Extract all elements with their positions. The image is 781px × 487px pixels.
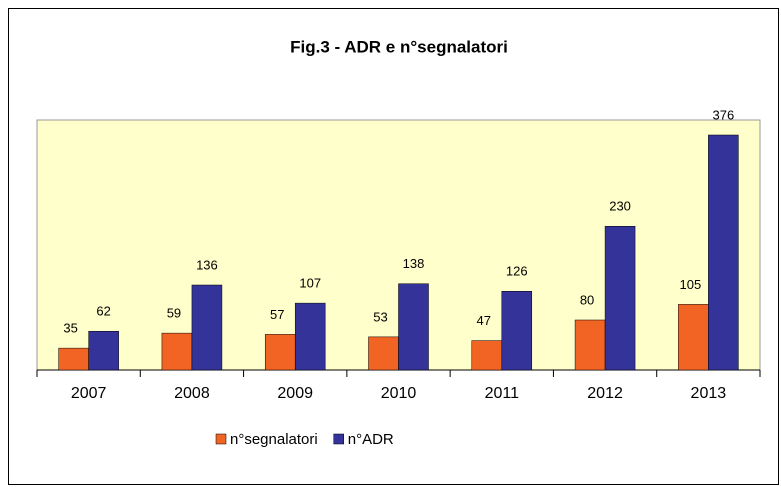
data-label: 53 <box>373 309 387 324</box>
legend-label: n°segnalatori <box>230 431 318 448</box>
data-label: 35 <box>63 321 77 336</box>
bar <box>191 284 223 371</box>
data-label: 47 <box>477 313 491 328</box>
bar <box>678 304 709 371</box>
bar <box>368 336 399 371</box>
x-tick-label: 2013 <box>691 385 727 402</box>
data-label: 126 <box>506 264 528 279</box>
x-tick-label: 2012 <box>587 385 623 402</box>
bar <box>398 283 429 371</box>
data-label: 136 <box>196 257 218 272</box>
data-label: 57 <box>270 307 284 322</box>
bar <box>604 226 636 371</box>
bar <box>501 291 533 371</box>
data-label: 138 <box>403 256 425 271</box>
bar <box>708 134 739 371</box>
bar <box>58 347 89 371</box>
data-label: 80 <box>580 292 594 307</box>
data-label: 62 <box>96 304 110 319</box>
data-label: 376 <box>713 107 735 122</box>
x-tick-label: 2008 <box>174 385 210 402</box>
data-label: 107 <box>299 276 321 291</box>
legend-swatch <box>215 433 227 445</box>
bar <box>264 334 296 371</box>
bar <box>161 332 193 371</box>
x-tick-label: 2011 <box>485 385 520 402</box>
data-label: 230 <box>609 199 631 214</box>
chart-title: Fig.3 - ADR e n°segnalatori <box>290 37 508 56</box>
bar <box>471 340 503 371</box>
data-label: 105 <box>680 277 702 292</box>
bar <box>574 319 606 371</box>
x-tick-label: 2010 <box>381 385 417 402</box>
legend-swatch <box>333 433 344 445</box>
bar <box>88 331 119 371</box>
data-label: 59 <box>167 306 181 321</box>
bar <box>294 302 326 371</box>
x-tick-label: 2009 <box>277 385 313 402</box>
x-tick-label: 2007 <box>71 385 107 402</box>
legend-label: n°ADR <box>348 431 394 448</box>
